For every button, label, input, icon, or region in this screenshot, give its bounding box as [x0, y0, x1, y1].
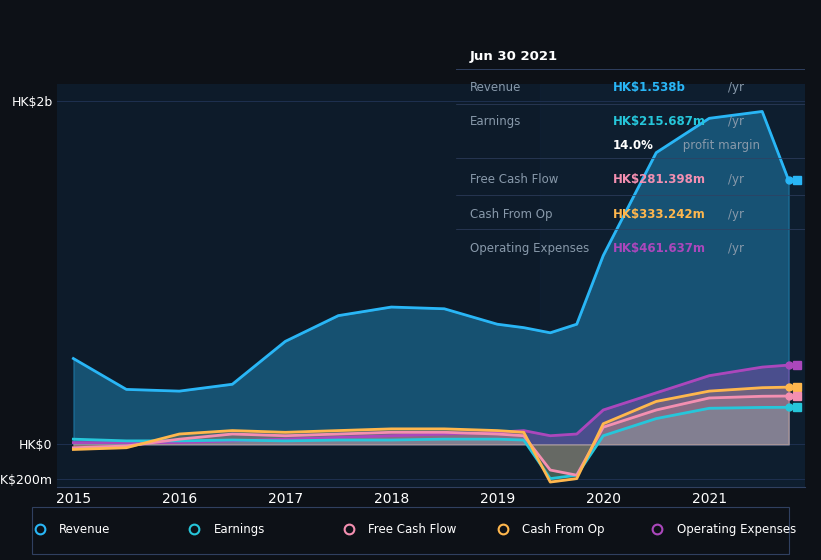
Text: Free Cash Flow: Free Cash Flow — [368, 522, 456, 536]
Text: /yr: /yr — [728, 174, 744, 186]
Text: /yr: /yr — [728, 242, 744, 255]
Text: 14.0%: 14.0% — [612, 139, 654, 152]
Text: HK$1.538b: HK$1.538b — [612, 81, 686, 94]
Text: Jun 30 2021: Jun 30 2021 — [470, 50, 557, 63]
Text: HK$281.398m: HK$281.398m — [612, 174, 706, 186]
Text: Revenue: Revenue — [59, 522, 111, 536]
Text: Revenue: Revenue — [470, 81, 521, 94]
Text: Operating Expenses: Operating Expenses — [470, 242, 589, 255]
Text: profit margin: profit margin — [679, 139, 760, 152]
Text: Earnings: Earnings — [470, 115, 521, 128]
Text: Cash From Op: Cash From Op — [522, 522, 605, 536]
Text: Free Cash Flow: Free Cash Flow — [470, 174, 558, 186]
Text: Operating Expenses: Operating Expenses — [677, 522, 796, 536]
Text: HK$333.242m: HK$333.242m — [612, 208, 705, 221]
Text: HK$461.637m: HK$461.637m — [612, 242, 706, 255]
Bar — [539, 84, 805, 487]
Text: Cash From Op: Cash From Op — [470, 208, 552, 221]
Bar — [32, 507, 789, 554]
Text: /yr: /yr — [728, 208, 744, 221]
Text: /yr: /yr — [728, 81, 744, 94]
Text: Earnings: Earnings — [213, 522, 265, 536]
Text: HK$215.687m: HK$215.687m — [612, 115, 706, 128]
Text: /yr: /yr — [728, 115, 744, 128]
